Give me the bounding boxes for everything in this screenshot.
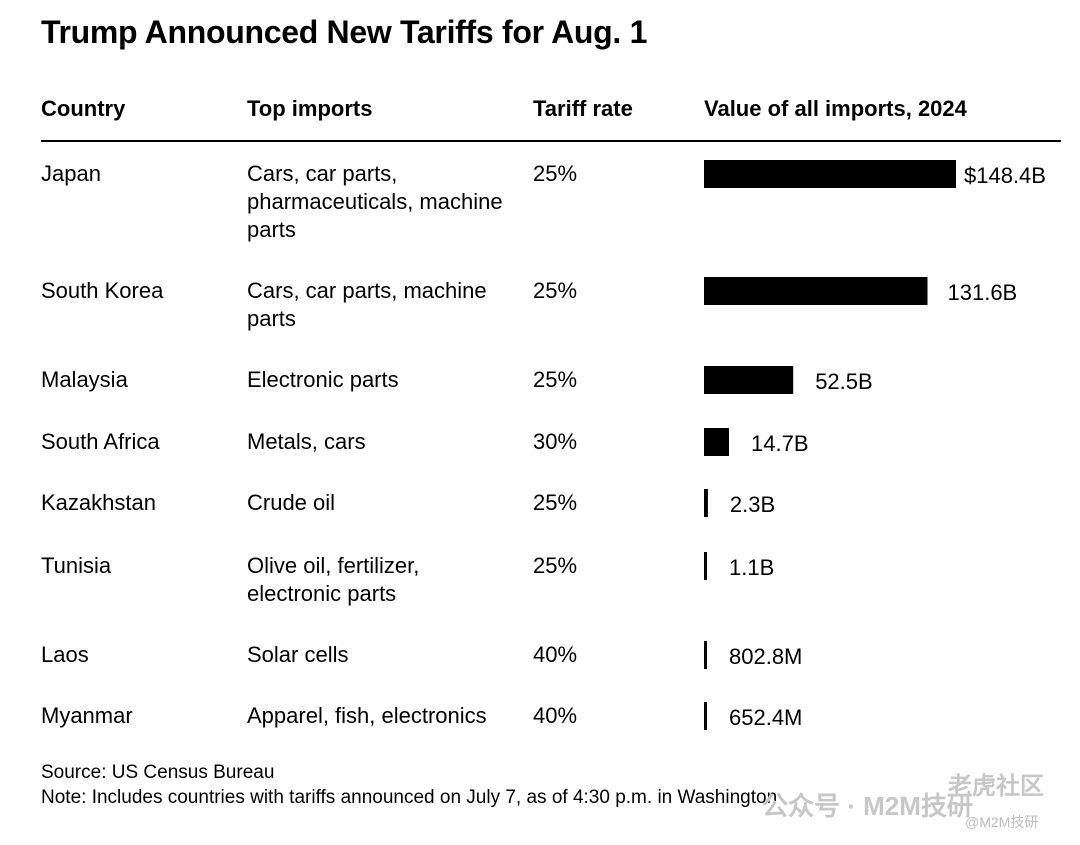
bar-value-label: 52.5B — [815, 369, 873, 394]
header-rule — [41, 140, 1061, 142]
tariff-rate-cell: 25% — [533, 278, 578, 303]
table-row: Malaysia Electronic parts 25% — [0, 366, 1080, 392]
bar-kazakhstan — [704, 489, 708, 517]
country-cell: Kazakhstan — [41, 490, 156, 515]
imports-cell: Electronic parts — [247, 367, 399, 392]
watermark-handle: @M2M技研 — [965, 814, 1039, 830]
tariff-rate-cell: 30% — [533, 429, 578, 454]
country-cell: Malaysia — [41, 367, 128, 392]
watermark-corner-text: 老虎社区 — [948, 773, 1044, 800]
country-cell: Laos — [41, 642, 89, 667]
imports-cell: Crude oil — [247, 490, 336, 515]
country-cell: South Korea — [41, 278, 164, 303]
tariff-rate-cell: 40% — [533, 703, 578, 728]
country-cell: Tunisia — [41, 553, 112, 578]
table-row: Myanmar Apparel, fish, electronics 40% — [0, 702, 1080, 728]
watermark-text: 公众号 · M2M技研 — [762, 791, 973, 821]
tariff-rate-cell: 25% — [533, 553, 578, 578]
source-note: Source: US Census Bureau — [41, 762, 275, 783]
imports-cell: Cars, car parts, pharmaceuticals, machin… — [247, 161, 503, 242]
tariff-rate-cell: 25% — [533, 490, 578, 515]
bar-value-label: $148.4B — [964, 163, 1046, 188]
bar-malaysia — [704, 366, 794, 394]
bar-value-label: 652.4M — [729, 705, 802, 730]
bar-value-label: 14.7B — [751, 431, 809, 456]
imports-cell: Cars, car parts, machine parts — [247, 278, 487, 331]
imports-cell: Olive oil, fertilizer, electronic parts — [247, 553, 420, 606]
tariff-rate-cell: 25% — [533, 161, 578, 186]
bar-south-korea — [704, 277, 928, 305]
imports-cell: Metals, cars — [247, 429, 366, 454]
col-header-value: Value of all imports, 2024 — [704, 96, 967, 121]
bar-south-africa — [704, 428, 729, 456]
bar-value-label: 2.3B — [730, 492, 775, 517]
bar-value-label: 802.8M — [729, 644, 802, 669]
footnote: Note: Includes countries with tariffs an… — [41, 787, 778, 808]
col-header-country: Country — [41, 96, 126, 121]
country-cell: South Africa — [41, 429, 160, 454]
tariff-rate-cell: 25% — [533, 367, 578, 392]
col-header-imports: Top imports — [247, 96, 373, 121]
table-row: South Korea Cars, car parts, machine par… — [0, 277, 1080, 331]
table-row: South Africa Metals, cars 30% — [0, 428, 1080, 454]
bar-laos — [704, 641, 707, 669]
country-cell: Myanmar — [41, 703, 133, 728]
table-row: Laos Solar cells 40% — [0, 641, 1080, 667]
imports-cell: Solar cells — [247, 642, 349, 667]
tariff-rate-cell: 40% — [533, 642, 578, 667]
country-cell: Japan — [41, 161, 101, 186]
bar-myanmar — [704, 702, 707, 730]
imports-cell: Apparel, fish, electronics — [247, 703, 487, 728]
bar-tunisia — [704, 552, 707, 580]
col-header-tariff-rate: Tariff rate — [533, 96, 633, 121]
bar-value-label: 1.1B — [729, 555, 774, 580]
bar-value-label: 131.6B — [948, 280, 1018, 305]
chart-title: Trump Announced New Tariffs for Aug. 1 — [41, 14, 648, 50]
table-row: Kazakhstan Crude oil 25% — [0, 489, 1080, 515]
table-row: Japan Cars, car parts, pharmaceuticals, … — [0, 160, 1080, 242]
table-row: Tunisia Olive oil, fertilizer, electroni… — [0, 552, 1080, 606]
bar-japan — [704, 160, 956, 188]
